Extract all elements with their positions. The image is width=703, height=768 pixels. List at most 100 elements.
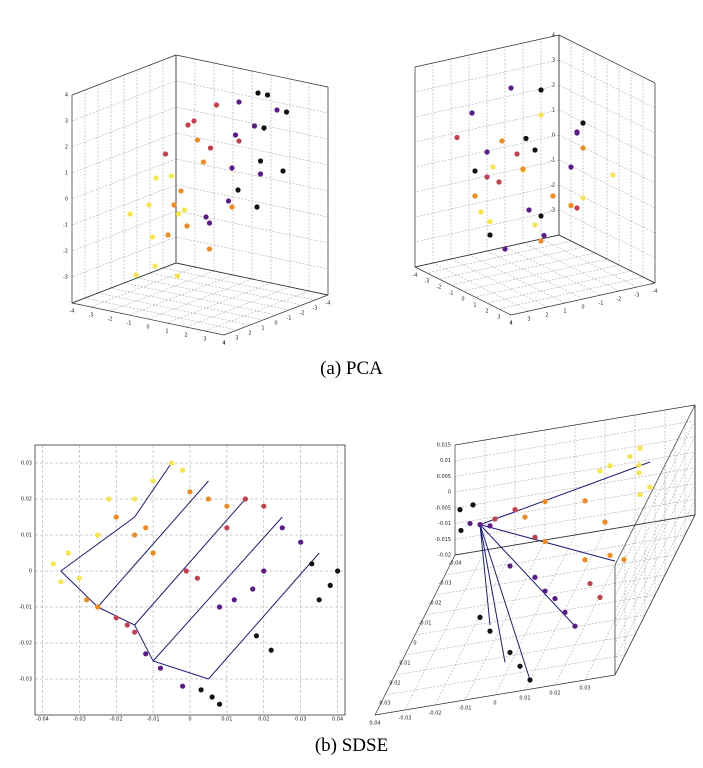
point [143, 651, 149, 657]
point [496, 179, 502, 185]
point [538, 112, 544, 118]
y-tick-label: 0 [274, 321, 277, 327]
point [580, 120, 586, 126]
point [236, 99, 242, 105]
point [458, 527, 464, 534]
x-tick-label: 0 [146, 325, 149, 331]
point [261, 503, 267, 509]
point [95, 604, 101, 610]
point [512, 507, 518, 513]
point [487, 523, 493, 529]
point [185, 122, 191, 128]
y-tick-label: 1 [261, 326, 264, 332]
box-edge [175, 262, 329, 296]
point [229, 204, 235, 210]
point [250, 586, 256, 592]
point [470, 502, 476, 508]
point [84, 597, 90, 603]
point [484, 149, 490, 155]
y-tick-label: -1 [287, 316, 292, 322]
box-edge [71, 54, 177, 96]
grid-line [71, 158, 177, 200]
point [235, 187, 241, 193]
point [477, 614, 483, 620]
point [532, 534, 538, 540]
y-tick-label: -4 [326, 301, 331, 307]
point [580, 145, 586, 151]
z-tick-label: -2 [550, 183, 555, 189]
y-tick-label: 0.01 [399, 661, 410, 667]
x-tick-label: -4 [70, 309, 75, 315]
point [224, 525, 230, 531]
y-tick-label: 2 [248, 331, 251, 337]
point [181, 207, 188, 213]
point [582, 557, 588, 563]
point [203, 214, 209, 220]
point [562, 609, 568, 615]
z-tick-label: -0.015 [435, 537, 451, 543]
grid-line [162, 267, 316, 301]
point [261, 568, 267, 574]
grid-line [175, 80, 329, 114]
point [538, 87, 544, 93]
point [106, 496, 112, 502]
box-edge [510, 282, 656, 316]
y-tick-label: -1 [449, 291, 454, 297]
point [508, 85, 514, 91]
x-tick-label: 4 [509, 321, 512, 327]
point [469, 110, 475, 116]
point [472, 193, 478, 199]
box-edge [414, 34, 560, 68]
box-edge [614, 514, 696, 676]
x-tick-label: 1 [165, 329, 168, 335]
y-tick-label: -0.03 [19, 677, 32, 683]
point [242, 496, 248, 502]
box-edge [558, 234, 656, 284]
grid-line [558, 59, 656, 109]
point [224, 503, 230, 509]
point [627, 453, 633, 460]
point [279, 525, 285, 531]
point [206, 220, 213, 226]
y-tick-label: 1 [473, 303, 476, 309]
grid-line [558, 159, 656, 209]
point [113, 615, 119, 621]
point [180, 467, 186, 473]
caption-a: (a) PCA [320, 358, 383, 379]
grid-line [434, 554, 676, 596]
x-tick-label: -1 [127, 321, 132, 327]
edge-line [479, 461, 651, 681]
point [492, 516, 498, 522]
point [124, 622, 130, 628]
grid-line [175, 158, 329, 192]
point [198, 687, 204, 693]
grid-line [498, 276, 644, 310]
grid-line [84, 297, 238, 331]
x-tick-label: -4 [653, 289, 658, 295]
grid-line [404, 549, 486, 711]
point [232, 132, 239, 138]
point [127, 211, 133, 217]
point [487, 218, 493, 225]
point [316, 597, 322, 603]
z-tick-label: 0 [448, 490, 451, 496]
point [309, 561, 315, 567]
point [174, 273, 181, 279]
point [205, 496, 212, 502]
y-tick-label: 4 [222, 341, 225, 347]
caption-b: (b) SDSE [314, 735, 389, 756]
grid-line [71, 236, 177, 278]
point [637, 445, 643, 451]
grid-line [438, 246, 584, 280]
point [532, 222, 538, 228]
x-tick-label: 2 [184, 333, 187, 339]
grid-line [614, 483, 696, 644]
point [514, 151, 520, 157]
box-edge [454, 404, 696, 446]
point [178, 188, 184, 194]
point [517, 663, 523, 669]
x-tick-label: -2 [108, 317, 113, 323]
grid-line [123, 282, 277, 316]
x-tick-label: 0.03 [579, 686, 590, 692]
